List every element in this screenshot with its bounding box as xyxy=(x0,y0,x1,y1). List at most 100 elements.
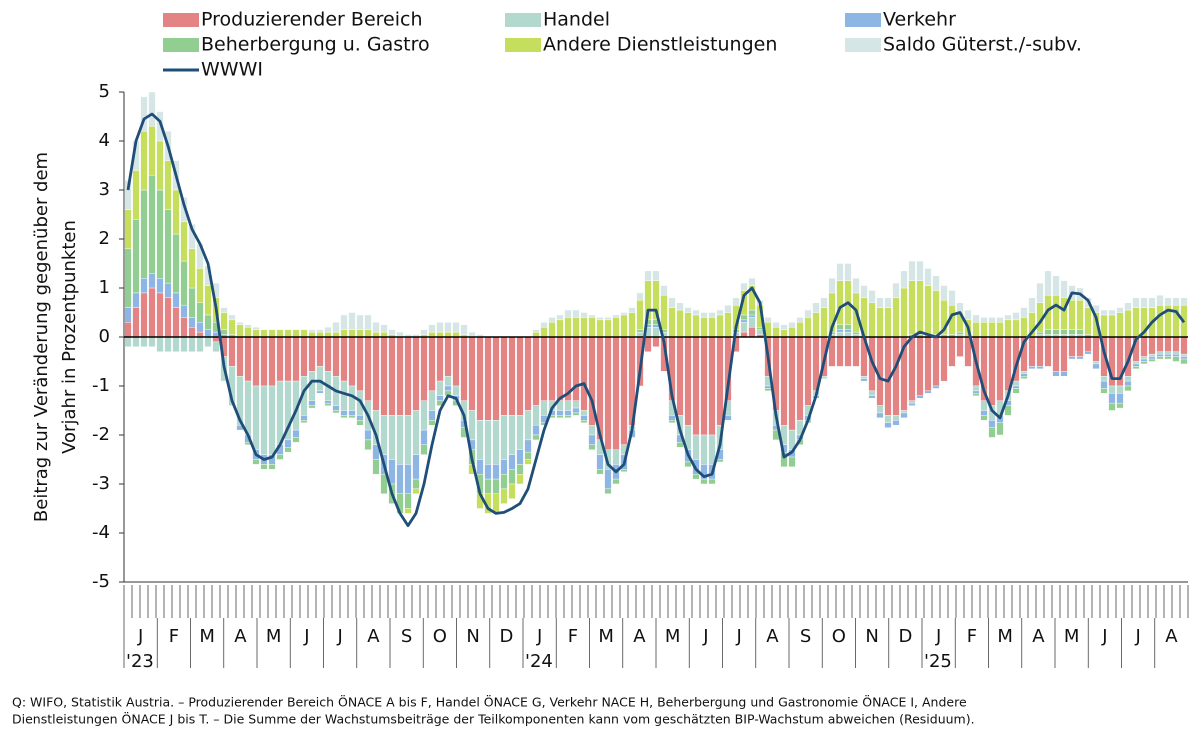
bar-segment xyxy=(1108,393,1116,404)
bar-segment xyxy=(620,312,628,316)
bar-segment xyxy=(444,376,452,387)
bar-segment xyxy=(732,297,740,306)
year-label: '23 xyxy=(126,651,154,672)
bar-segment xyxy=(380,474,388,495)
bar-segment xyxy=(980,410,988,416)
bar-segment xyxy=(988,322,996,338)
bar-segment xyxy=(188,287,196,318)
bar-segment xyxy=(1076,300,1084,330)
bar-segment xyxy=(412,478,420,490)
bar-segment xyxy=(740,322,748,333)
bar-segment xyxy=(556,336,564,401)
bar-segment xyxy=(492,336,500,421)
bar-segment xyxy=(476,459,484,475)
bar-segment xyxy=(348,329,356,338)
bar-segment xyxy=(604,488,612,494)
bar-segment xyxy=(148,91,156,127)
bar-segment xyxy=(252,327,260,330)
bar-segment xyxy=(1084,336,1092,352)
bar-segment xyxy=(1156,336,1164,352)
bar-segment xyxy=(340,380,348,411)
bar-segment xyxy=(588,425,596,436)
bar-segment xyxy=(316,366,324,392)
bar-segment xyxy=(1004,405,1012,416)
bar-segment xyxy=(1052,371,1060,377)
bar-segment xyxy=(172,336,180,352)
bar-segment xyxy=(172,292,180,308)
bar-segment xyxy=(588,314,596,318)
bar-segment xyxy=(420,400,428,431)
year-label: '25 xyxy=(924,651,952,672)
bar-segment xyxy=(724,415,732,421)
bar-segment xyxy=(980,415,988,421)
bar-segment xyxy=(1028,297,1036,313)
bar-segment xyxy=(788,327,796,338)
bar-segment xyxy=(372,322,380,333)
bar-segment xyxy=(420,336,428,401)
bar-segment xyxy=(348,415,356,419)
bar-segment xyxy=(836,324,844,330)
bar-segment xyxy=(324,336,332,372)
bar-segment xyxy=(156,140,164,191)
bar-segment xyxy=(252,459,260,465)
bar-segment xyxy=(1036,336,1044,367)
bar-segment xyxy=(580,410,588,416)
bar-segment xyxy=(1132,363,1140,367)
bar-segment xyxy=(668,297,676,308)
bar-segment xyxy=(524,410,532,441)
bar-segment xyxy=(1156,353,1164,357)
bar-segment xyxy=(876,405,884,414)
bar-segment xyxy=(524,439,532,453)
bar-segment xyxy=(428,390,436,411)
bar-segment xyxy=(868,390,876,396)
bar-segment xyxy=(1180,356,1188,360)
bar-segment xyxy=(588,444,596,450)
bar-segment xyxy=(1108,314,1116,338)
bar-segment xyxy=(684,461,692,468)
bar-segment xyxy=(1060,371,1068,377)
bar-segment xyxy=(140,96,148,132)
bar-segment xyxy=(540,327,548,338)
bar-segment xyxy=(524,336,532,411)
bar-segment xyxy=(156,292,164,338)
bar-segment xyxy=(1052,275,1060,296)
bar-segment xyxy=(316,390,324,394)
bar-segment xyxy=(244,327,252,338)
bar-segment xyxy=(164,160,172,210)
legend-label: Produzierender Bereich xyxy=(201,9,423,31)
y-tick-label: 2 xyxy=(99,228,110,249)
bar-segment xyxy=(124,248,132,308)
bar-segment xyxy=(292,437,300,443)
bar-segment xyxy=(1084,351,1092,355)
bar-segment xyxy=(380,336,388,416)
bar-segment xyxy=(1132,366,1140,370)
x-tick-label: S xyxy=(800,626,811,647)
bar-segment xyxy=(924,336,932,392)
bar-segment xyxy=(1180,358,1188,365)
bar-segment xyxy=(340,314,348,330)
bar-segment xyxy=(388,329,396,335)
bar-segment xyxy=(564,309,572,318)
bar-segment xyxy=(172,307,180,338)
bar-segment xyxy=(772,327,780,338)
bar-segment xyxy=(164,282,172,299)
bar-segment xyxy=(1004,314,1012,321)
legend-swatch xyxy=(163,38,199,52)
bar-segment xyxy=(756,329,764,335)
bar-segment xyxy=(268,464,276,470)
bar-segment xyxy=(860,376,868,379)
bar-segment xyxy=(676,302,684,311)
bar-segment xyxy=(956,302,964,313)
bar-segment xyxy=(356,329,364,338)
bar-segment xyxy=(1148,297,1156,308)
bar-segment xyxy=(796,317,804,323)
bar-segment xyxy=(1172,356,1180,362)
bar-segment xyxy=(564,317,572,338)
bar-segment xyxy=(252,329,260,338)
bar-segment xyxy=(676,442,684,448)
bar-segment xyxy=(236,324,244,338)
bar-segment xyxy=(156,189,164,279)
bar-segment xyxy=(252,336,260,387)
bar-segment xyxy=(300,420,308,423)
bar-segment xyxy=(764,317,772,323)
